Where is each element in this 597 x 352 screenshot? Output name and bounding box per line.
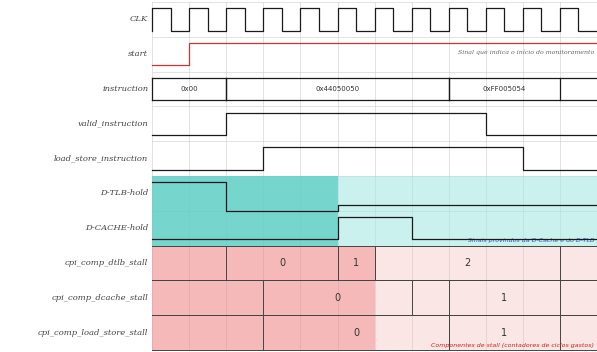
Text: Sinal que indica o início do monitoramento: Sinal que indica o início do monitoramen…	[458, 49, 594, 55]
Bar	[375, 246, 597, 350]
Text: 0xFF005054: 0xFF005054	[483, 86, 526, 92]
Text: D-CACHE-hold: D-CACHE-hold	[85, 224, 148, 232]
Text: cpi_comp_dcache_stall: cpi_comp_dcache_stall	[51, 294, 148, 302]
Bar	[337, 176, 597, 246]
Text: 1: 1	[353, 258, 359, 268]
Text: cpi_comp_dtlb_stall: cpi_comp_dtlb_stall	[65, 259, 148, 267]
Text: 0: 0	[353, 328, 359, 338]
Text: 0: 0	[279, 258, 285, 268]
Text: valid_instruction: valid_instruction	[78, 120, 148, 128]
Text: 2: 2	[464, 258, 470, 268]
Text: 0x44050050: 0x44050050	[315, 86, 359, 92]
Text: Componentes de stall (contadores de ciclos gastos): Componentes de stall (contadores de cicl…	[431, 343, 594, 348]
Text: CLK: CLK	[130, 15, 148, 23]
Text: 0: 0	[334, 293, 341, 303]
Text: 1: 1	[501, 328, 507, 338]
Text: 0x00: 0x00	[180, 86, 198, 92]
Text: start: start	[128, 50, 148, 58]
Bar	[152, 176, 337, 246]
Text: D-TLB-hold: D-TLB-hold	[100, 189, 148, 197]
Text: Sinais provindos da D-Cache e do D-TLB: Sinais provindos da D-Cache e do D-TLB	[468, 238, 594, 243]
Bar	[152, 246, 375, 350]
Text: load_store_instruction: load_store_instruction	[54, 155, 148, 163]
Text: cpi_comp_load_store_stall: cpi_comp_load_store_stall	[38, 329, 148, 337]
Text: 1: 1	[501, 293, 507, 303]
Text: instruction: instruction	[102, 85, 148, 93]
